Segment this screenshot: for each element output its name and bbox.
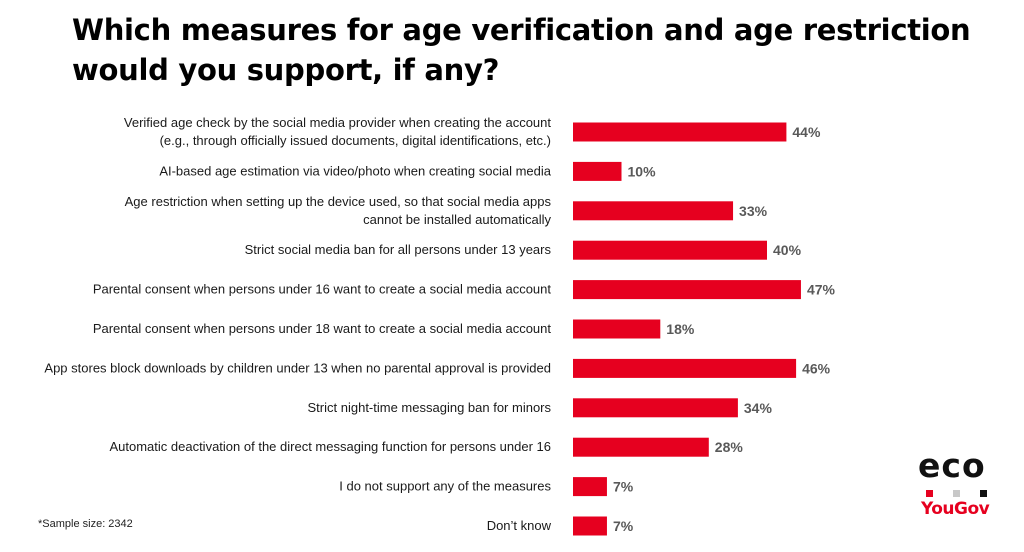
value-label-2: 10% — [628, 163, 657, 179]
value-label-10: 7% — [613, 479, 634, 495]
category-label-8: Strict night-time messaging ban for mino… — [308, 400, 552, 415]
value-label-11: 7% — [613, 518, 634, 534]
category-label-10: I do not support any of the measures — [339, 479, 551, 494]
category-label-2: AI-based age estimation via video/photo … — [159, 163, 551, 178]
category-label-1-line-1: Verified age check by the social media p… — [124, 115, 551, 130]
category-label-1: Verified age check by the social media p… — [124, 115, 551, 148]
bar-10 — [573, 477, 607, 497]
category-label-4: Strict social media ban for all persons … — [245, 242, 552, 257]
bar-8 — [573, 398, 738, 418]
bar-3 — [573, 201, 734, 221]
value-label-1: 44% — [792, 124, 821, 140]
logo-dot-red — [926, 490, 933, 497]
category-label-5-line-1: Parental consent when persons under 16 w… — [93, 282, 552, 297]
category-label-4-line-1: Strict social media ban for all persons … — [245, 242, 552, 257]
category-label-3: Age restriction when setting up the devi… — [125, 194, 552, 227]
eco-yougov-logo: eco YouGov — [916, 446, 1000, 524]
chart-title: Which measures for age verification and … — [72, 10, 972, 90]
sample-size-note: *Sample size: 2342 — [38, 518, 133, 530]
category-label-7: App stores block downloads by children u… — [44, 360, 551, 375]
category-label-11: Don’t know — [487, 518, 552, 533]
value-label-3: 33% — [739, 203, 768, 219]
value-label-5: 47% — [807, 282, 836, 298]
category-label-6: Parental consent when persons under 18 w… — [93, 321, 552, 336]
category-label-1-line-2: (e.g., through officially issued documen… — [160, 133, 551, 148]
value-label-7: 46% — [802, 360, 831, 376]
value-label-9: 28% — [715, 439, 744, 455]
bar-11 — [573, 516, 607, 536]
category-label-3-line-1: Age restriction when setting up the devi… — [125, 194, 552, 209]
bar-1 — [573, 122, 787, 142]
category-label-10-line-1: I do not support any of the measures — [339, 479, 551, 494]
category-label-11-line-1: Don’t know — [487, 518, 552, 533]
category-label-7-line-1: App stores block downloads by children u… — [44, 360, 551, 375]
value-label-6: 18% — [666, 321, 695, 337]
logo-dot-black — [980, 490, 987, 497]
category-label-5: Parental consent when persons under 16 w… — [93, 282, 552, 297]
yougov-logo-text: YouGov — [921, 499, 990, 519]
category-label-9: Automatic deactivation of the direct mes… — [109, 439, 551, 454]
bar-4 — [573, 240, 767, 260]
bar-2 — [573, 161, 622, 181]
value-label-4: 40% — [773, 242, 802, 258]
bar-6 — [573, 319, 661, 339]
category-label-6-line-1: Parental consent when persons under 18 w… — [93, 321, 552, 336]
category-label-3-line-2: cannot be installed automatically — [363, 212, 551, 227]
chart-title-line-1: Which measures for age verification and … — [72, 13, 971, 47]
chart-title-line-2: would you support, if any? — [72, 53, 500, 87]
logo-dot-grey — [953, 490, 960, 497]
eco-logo-text: eco — [918, 446, 986, 485]
bar-9 — [573, 437, 709, 457]
value-label-8: 34% — [744, 400, 773, 416]
bar-7 — [573, 358, 797, 378]
category-label-8-line-1: Strict night-time messaging ban for mino… — [308, 400, 552, 415]
category-label-2-line-1: AI-based age estimation via video/photo … — [159, 163, 551, 178]
category-label-9-line-1: Automatic deactivation of the direct mes… — [109, 439, 551, 454]
bar-5 — [573, 280, 801, 300]
